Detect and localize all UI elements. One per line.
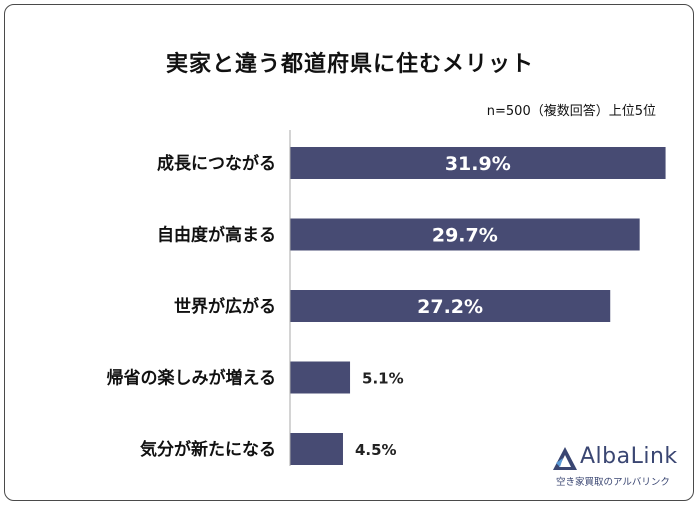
value-label: 4.5% (355, 441, 397, 459)
bar (290, 290, 611, 322)
albalink-logo: AlbaLink 空き家買取のアルバリンク (552, 444, 682, 494)
brand-name: AlbaLink (580, 444, 678, 469)
chart-title: 実家と違う都道府県に住むメリット (165, 52, 534, 77)
bar (290, 433, 343, 465)
value-label: 5.1% (362, 370, 404, 388)
chart-frame (4, 4, 694, 501)
value-label: 31.9% (445, 153, 511, 175)
mountain-logo-icon (553, 447, 577, 470)
brand-tagline: 空き家買取のアルバリンク (556, 477, 670, 488)
category-label: 世界が広がる (174, 296, 276, 317)
value-label: 29.7% (432, 225, 498, 247)
bar (290, 147, 666, 179)
category-label: 成長につながる (157, 153, 276, 174)
category-label: 自由度が高まる (157, 225, 276, 246)
sample-note: n=500（複数回答）上位5位 (486, 104, 656, 119)
category-label: 気分が新たになる (139, 439, 276, 460)
bar (290, 218, 640, 251)
value-label: 27.2% (417, 296, 483, 318)
bar (290, 361, 351, 394)
category-label: 帰省の楽しみが増える (107, 368, 277, 389)
